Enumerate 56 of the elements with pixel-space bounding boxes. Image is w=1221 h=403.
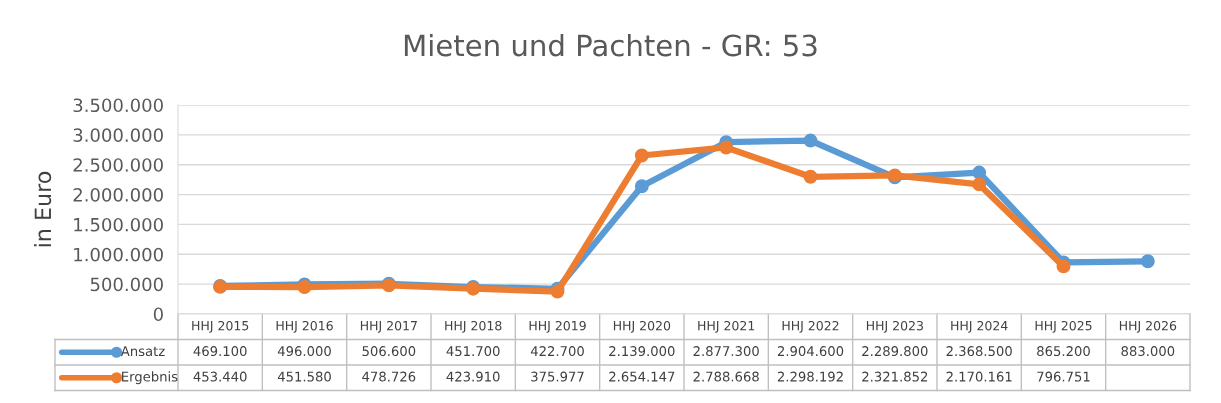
y-axis-title: in Euro <box>34 171 52 247</box>
data-label: 423.910 <box>446 371 500 382</box>
y-tick-label: 2.000.000 <box>73 188 163 202</box>
x-tick-label: HHJ 2015 <box>192 320 249 333</box>
data-label: 2.139.000 <box>609 346 675 357</box>
y-tick-label: 3.500.000 <box>73 98 163 113</box>
point <box>972 165 987 180</box>
x-tick-label: HHJ 2017 <box>360 320 417 333</box>
data-label: 796.751 <box>1037 371 1090 382</box>
legend-label: Ergebnis <box>122 371 178 385</box>
data-label: 506.600 <box>362 346 416 357</box>
legend-label: Ansatz <box>120 346 165 357</box>
data-label: 375.977 <box>531 371 584 382</box>
data-label: 2.298.192 <box>777 371 843 382</box>
y-tick-label: 3.000.000 <box>73 128 163 142</box>
point <box>1056 259 1071 274</box>
x-tick-label: HHJ 2024 <box>951 320 1008 333</box>
point <box>634 148 649 163</box>
point <box>634 179 649 194</box>
data-label: 2.788.668 <box>693 371 759 382</box>
data-label: 2.368.500 <box>946 346 1012 357</box>
x-tick-label: HHJ 2025 <box>1035 320 1092 333</box>
point <box>719 140 734 155</box>
data-label: 2.904.600 <box>777 346 844 357</box>
data-label: 478.726 <box>362 371 416 382</box>
x-tick-label: HHJ 2019 <box>529 320 586 333</box>
x-tick-label: HHJ 2023 <box>866 320 923 333</box>
x-tick-label: HHJ 2016 <box>276 320 333 333</box>
data-label: 451.580 <box>277 371 331 382</box>
x-tick-label: HHJ 2026 <box>1119 320 1177 333</box>
data-label: 2.321.852 <box>862 371 928 382</box>
data-label: 469.100 <box>193 346 247 357</box>
data-label: 865.200 <box>1037 346 1090 357</box>
point <box>803 169 818 184</box>
chart-title: Mieten und Pachten - GR: 53 <box>404 33 817 57</box>
data-label: 451.700 <box>446 346 500 357</box>
data-label: 453.440 <box>193 371 247 382</box>
data-label: 496.000 <box>277 346 331 357</box>
data-label: 2.170.161 <box>946 371 1012 382</box>
y-tick-label: 1.000.000 <box>74 247 163 262</box>
y-tick-label: 2.500.000 <box>73 158 163 172</box>
y-tick-label: 500.000 <box>90 277 163 292</box>
point <box>803 133 818 148</box>
x-tick-label: HHJ 2018 <box>445 320 502 333</box>
point <box>972 177 987 192</box>
data-label: 2.877.300 <box>693 346 759 357</box>
data-label: 2.289.800 <box>862 346 928 357</box>
point <box>1140 254 1155 269</box>
x-tick-label: HHJ 2022 <box>782 320 839 333</box>
y-tick-label: 0 <box>153 307 163 322</box>
data-label: 2.654.147 <box>609 371 675 382</box>
data-label: 883.000 <box>1121 346 1175 357</box>
x-tick-label: HHJ 2021 <box>698 320 755 333</box>
data-label: 422.700 <box>530 346 584 357</box>
x-tick-label: HHJ 2020 <box>613 320 671 333</box>
y-tick-label: 1.500.000 <box>74 217 163 232</box>
